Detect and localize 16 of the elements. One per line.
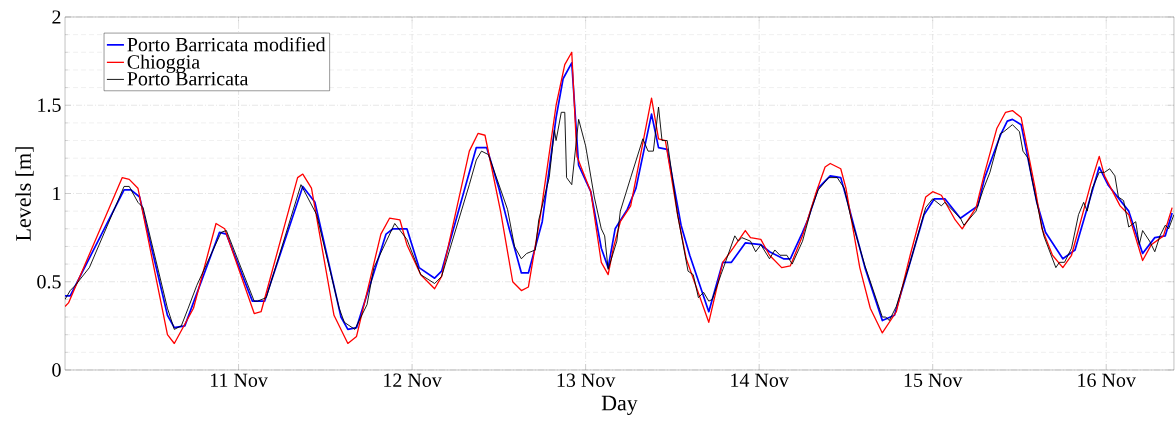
x-axis-title: Day [601,395,638,415]
x-tick-label: 15 Nov [904,373,963,387]
y-tick-label: 1.5 [38,98,61,112]
x-tick-label: 13 Nov [557,373,616,387]
y-axis-title: Levels [m] [15,147,34,241]
y-tick-label: 0.5 [37,274,61,289]
x-tick-label: 16 Nov [1078,373,1136,387]
legend-label: Porto Barricata modified [127,37,326,52]
y-tick-label: 0 [52,363,61,377]
y-tick-label: 1 [53,186,61,201]
x-tick-label: 12 Nov [384,373,442,387]
legend-label: Porto Barricata [127,72,249,86]
y-tick-label: 2 [52,10,61,24]
x-tick-label: 11 Nov [210,373,268,387]
legend-label: Chioggia [127,54,200,73]
x-tick-label: 14 Nov [731,373,789,387]
